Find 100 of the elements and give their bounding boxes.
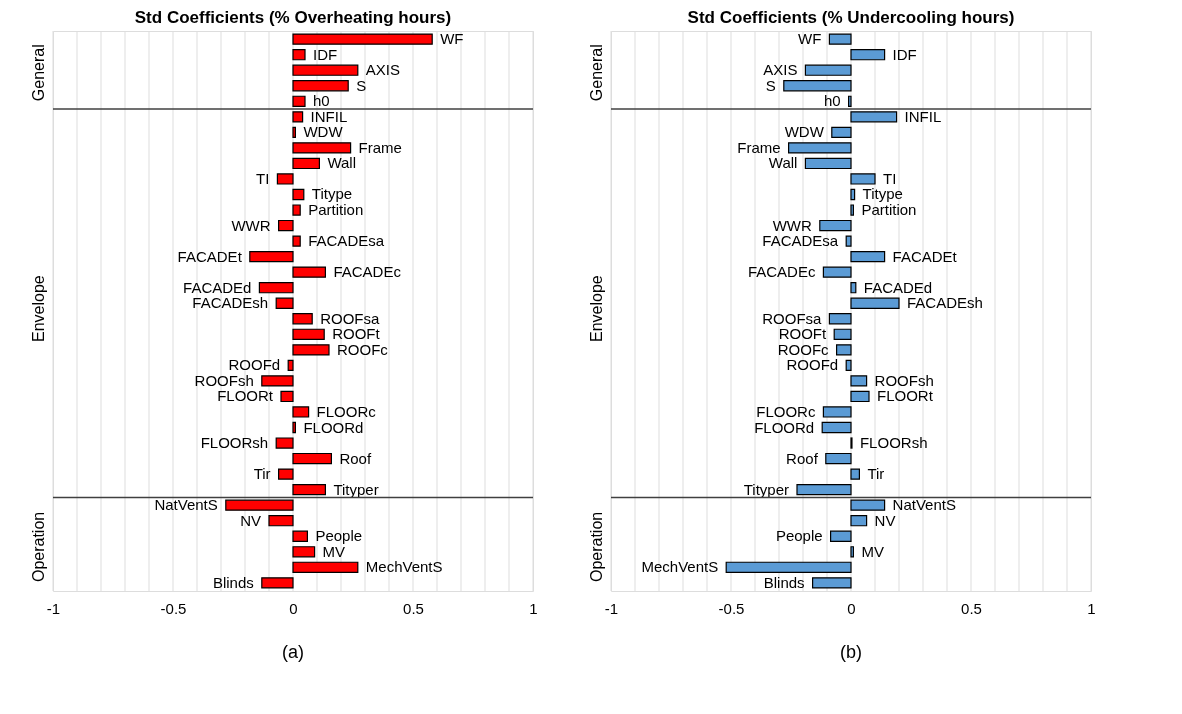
bar (850, 111, 898, 123)
bar (850, 173, 876, 185)
bar (796, 483, 852, 496)
text: Envelope (30, 275, 47, 343)
bar (292, 235, 301, 247)
y-tick-label: Tir (253, 465, 271, 483)
y-tick-label: Frame (737, 138, 781, 156)
bar (825, 452, 852, 465)
y-tick-label: FACADEd (863, 278, 933, 296)
y-tick-label: Roof (339, 449, 372, 467)
y-tick-label: FLOORsh (200, 434, 269, 452)
bar (276, 173, 294, 185)
bar (292, 313, 313, 325)
x-tick-label: -0.5 (718, 599, 745, 617)
bar (292, 546, 316, 558)
bar (850, 546, 854, 558)
y-tick-label: NV (874, 511, 896, 529)
y-tick-label: FLOORsh (859, 434, 928, 452)
y-tick-label: WF (798, 30, 822, 48)
y-tick-label: FACADEsh (907, 294, 983, 312)
y-tick-label: IDF (313, 45, 338, 63)
y-tick-label: ROOFsa (762, 309, 823, 327)
x-tick-label: -1 (604, 599, 619, 617)
bar (258, 282, 294, 294)
bar (850, 390, 870, 403)
y-tick-label: FACADEsa (308, 232, 385, 250)
y-tick-label: h0 (823, 92, 841, 110)
y-tick-label: WF (440, 30, 464, 48)
bar (850, 499, 886, 511)
y-tick-label: Wall (768, 154, 798, 172)
x-tick-label: 0 (289, 599, 298, 617)
y-tick-label: FLOORc (316, 402, 377, 420)
y-tick-label: FACADEc (333, 263, 402, 281)
y-tick-label: S (765, 76, 776, 94)
y-tick-label: FACADEt (892, 247, 958, 265)
bar (292, 406, 310, 418)
y-tick-label: Titype (862, 185, 903, 203)
bar (822, 406, 852, 418)
bar (292, 157, 320, 170)
y-tick-label: FLOORt (877, 387, 934, 405)
y-tick-label: ROOFt (332, 325, 381, 343)
bar (278, 468, 294, 480)
chart-title: Std Coefficients (% Undercooling hours) (687, 7, 1015, 27)
y-tick-label: INFIL (904, 107, 942, 125)
y-tick-label: Blinds (763, 573, 805, 591)
bar (833, 328, 852, 340)
y-tick-label: FACADEsh (192, 294, 269, 312)
text: Operation (588, 511, 605, 583)
y-tick-label: IDF (892, 45, 917, 63)
y-tick-label: AXIS (365, 61, 400, 79)
text: Envelope (588, 275, 605, 343)
bar (848, 95, 852, 107)
y-tick-label: AXIS (763, 61, 798, 79)
y-tick-label: FACADEc (747, 263, 816, 281)
bar (850, 468, 860, 480)
y-tick-label: TI (883, 169, 897, 187)
bar (292, 142, 352, 154)
bar (292, 266, 326, 278)
y-tick-label: ROOFd (228, 356, 281, 374)
bar (821, 421, 852, 434)
bar (292, 344, 330, 356)
y-tick-label: NatVentS (154, 496, 218, 514)
y-tick-label: Frame (358, 138, 402, 156)
y-tick-label: FACADEsa (762, 232, 839, 250)
x-tick-label: 0.5 (961, 599, 982, 617)
y-tick-label: WDW (303, 123, 344, 141)
y-tick-label: ROOFsh (874, 371, 934, 389)
y-tick-label: ROOFt (778, 325, 828, 343)
y-tick-label: Titype (311, 185, 353, 203)
bar (845, 235, 852, 247)
bar (292, 49, 306, 61)
y-tick-label: FLOORt (217, 387, 274, 405)
x-tick-label: -1 (46, 599, 61, 617)
bar (249, 250, 294, 263)
bar (850, 188, 856, 201)
bar (261, 577, 294, 589)
y-tick-label: WWR (231, 216, 271, 234)
text: (b) (840, 642, 862, 662)
bar (280, 390, 294, 403)
bar (850, 282, 857, 294)
bar (725, 561, 852, 573)
bar (850, 297, 900, 309)
bar (292, 126, 296, 139)
y-tick-label: Blinds (212, 573, 254, 591)
y-tick-label: NV (240, 511, 261, 529)
bar (292, 95, 306, 107)
bar (292, 33, 433, 45)
bar (275, 437, 294, 449)
bar (850, 515, 868, 527)
y-tick-label: Tityper (743, 480, 789, 498)
bar (292, 204, 301, 216)
x-tick-label: 1 (529, 599, 538, 617)
y-tick-label: MechVentS (365, 558, 443, 576)
y-tick-label: Partition (308, 201, 364, 219)
bar (812, 577, 852, 589)
y-tick-label: FACADEt (177, 247, 243, 265)
bar (819, 219, 852, 232)
text: General (588, 44, 605, 102)
bar (850, 204, 854, 216)
y-tick-label: ROOFd (786, 356, 839, 374)
